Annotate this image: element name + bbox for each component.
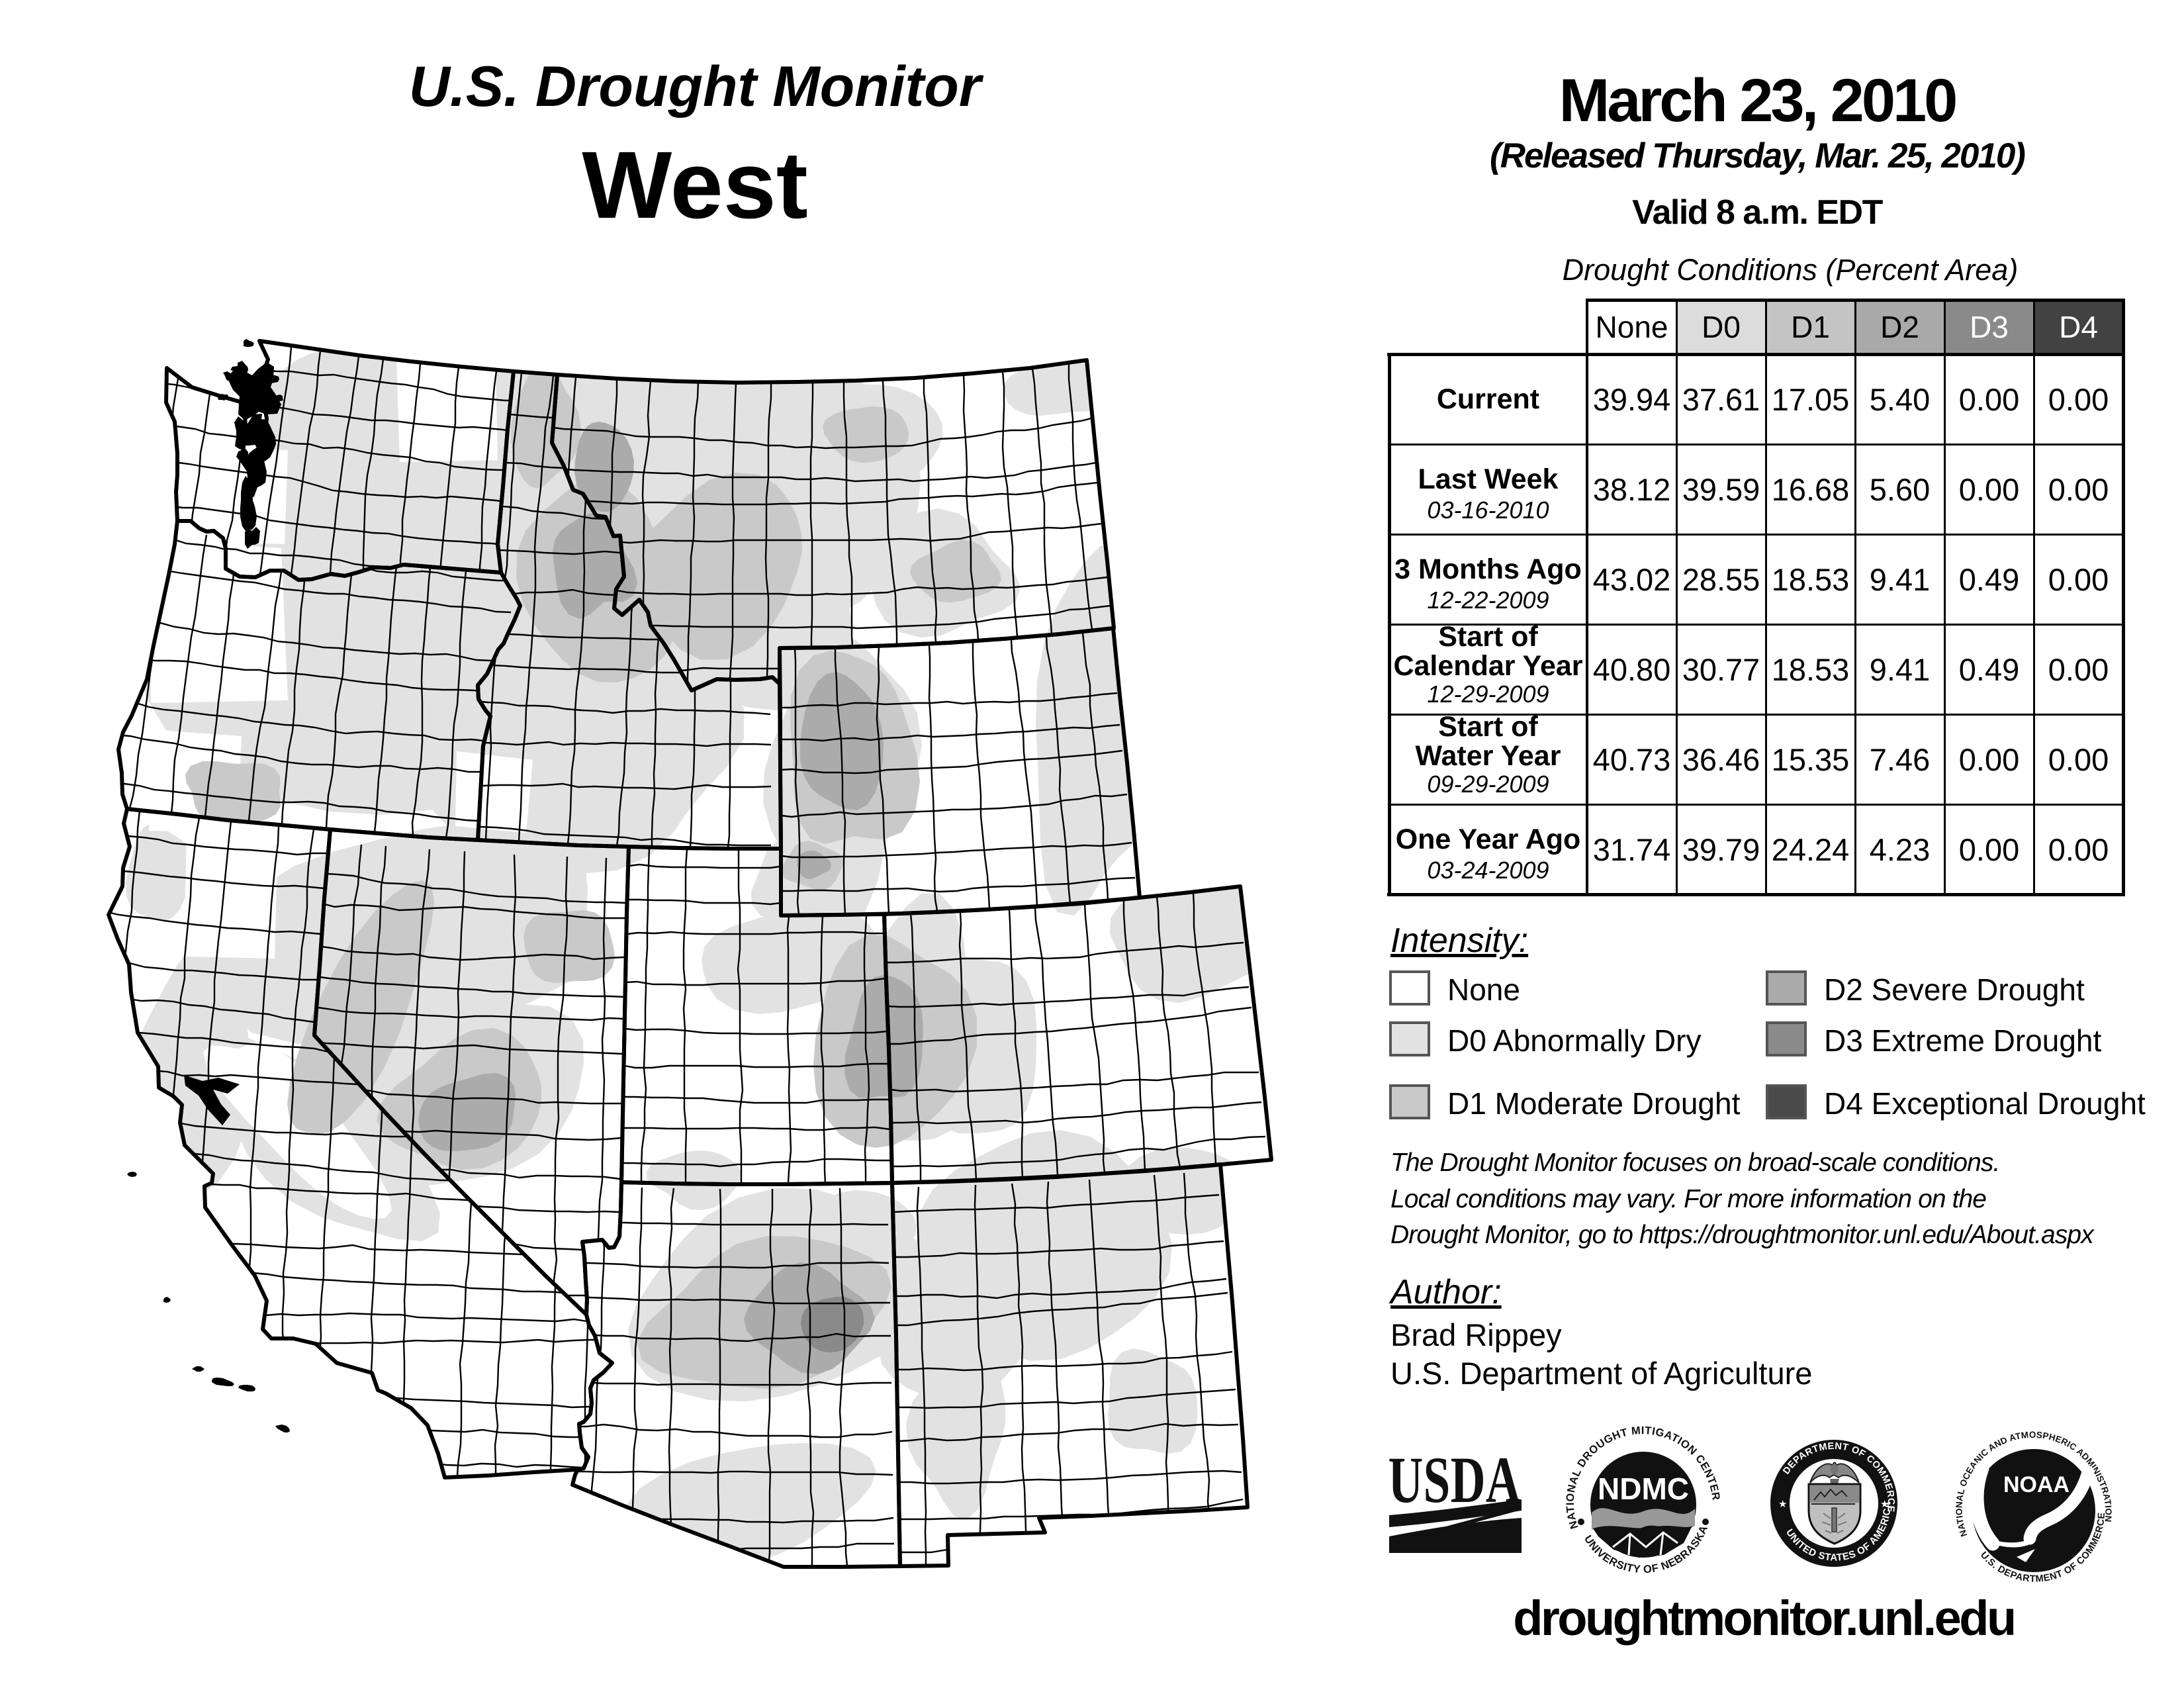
svg-text:★: ★ [1778, 1499, 1787, 1510]
svg-text:★: ★ [1880, 1499, 1889, 1510]
svg-text:NDMC: NDMC [1598, 1472, 1689, 1506]
svg-text:NOAA: NOAA [2003, 1472, 2070, 1497]
